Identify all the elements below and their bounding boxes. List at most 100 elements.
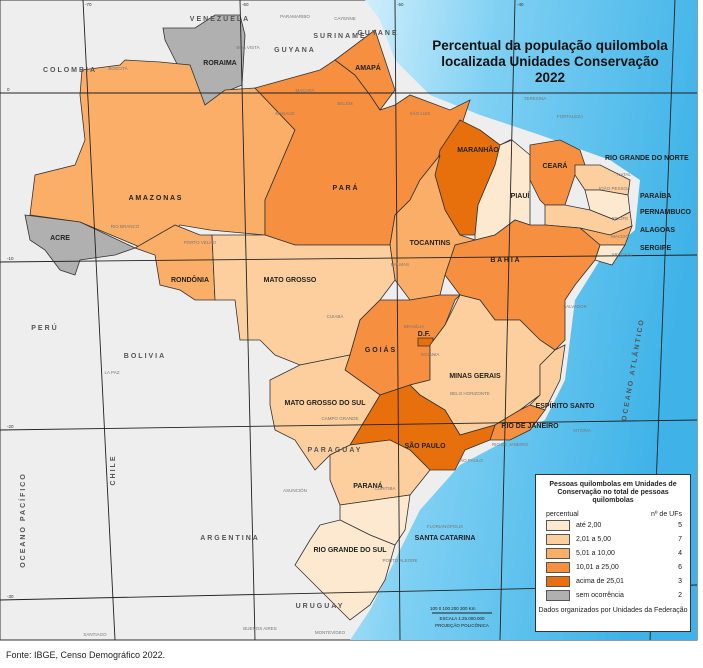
city-label: MACAPÁ <box>295 87 314 93</box>
city-label: MANAUS <box>275 111 294 116</box>
country-label: OCEANO PACÍFICO <box>18 472 27 568</box>
country-label: VENEZUELA <box>190 16 250 23</box>
state-label: SANTA CATARINA <box>415 535 476 542</box>
legend-swatch <box>546 562 570 573</box>
city-label: BOGOTÁ <box>108 65 127 71</box>
legend-count: 6 <box>678 564 682 571</box>
title-line: 2022 <box>534 70 566 85</box>
city-label: CUIABÁ <box>327 313 344 319</box>
state-3 <box>134 224 216 301</box>
country-label: PERÚ <box>31 323 58 332</box>
state-label: MATO GROSSO <box>264 277 317 284</box>
city-label: NATAL <box>617 172 631 177</box>
city-label: SÃO LUÍS <box>410 110 431 116</box>
graticule-label: -60 <box>242 2 249 7</box>
legend-item: sem ocorrência 2 <box>536 589 690 602</box>
legend-item: acima de 25,01 3 <box>536 575 690 588</box>
graticule-label: -70 <box>85 2 92 7</box>
city-label: SANTIAGO <box>83 632 107 637</box>
state-26 <box>294 519 396 621</box>
city-label: PORTO ALEGRE <box>382 558 417 563</box>
city-label: CAMPO GRANDE <box>321 416 358 421</box>
graticule-label: -30 <box>7 594 14 599</box>
country-label: GUYANA <box>274 47 316 54</box>
state-label: PERNAMBUCO <box>640 209 692 216</box>
legend-count: 7 <box>678 536 682 543</box>
state-label: ALAGOAS <box>640 227 675 234</box>
legend-label: acima de 25,01 <box>576 578 624 585</box>
state-label: AMAPÁ <box>355 63 381 72</box>
state-20 <box>529 344 566 411</box>
city-label: ASUNCIÓN <box>283 487 307 493</box>
city-label: BRASÍLIA <box>404 323 424 329</box>
city-label: RIO DE JANEIRO <box>492 442 529 447</box>
legend-count: 5 <box>678 522 682 529</box>
country-label: URUGUAY <box>296 603 345 610</box>
legend-swatch <box>546 590 570 601</box>
city-label: VITÓRIA <box>573 427 591 433</box>
graticule <box>0 0 698 641</box>
graticule-label: -50 <box>397 2 404 7</box>
legend-label: até 2,00 <box>576 522 602 529</box>
legend-label: sem ocorrência <box>576 592 624 599</box>
city-label: LA PAZ <box>105 370 120 375</box>
legend-note: Dados organizados por Unidades da Federa… <box>538 607 688 614</box>
city-label: PARAMARIBO <box>280 14 310 19</box>
state-label: ACRE <box>50 235 70 242</box>
source-footer: Fonte: IBGE, Censo Demográfico 2022. <box>6 650 166 660</box>
city-label: CAYENNE <box>334 16 355 21</box>
graticule-label: -40 <box>517 2 524 7</box>
city-label: MACEIÓ <box>611 233 629 239</box>
legend-label: 5,01 a 10,00 <box>576 550 615 557</box>
projection-text: PROJEÇÃO POLICÔNICA <box>435 622 489 628</box>
country-label: COLOMBIA <box>43 67 97 74</box>
state-label: RIO GRANDE DO NORTE <box>605 155 689 162</box>
city-label: BOA VISTA <box>236 45 259 50</box>
legend-count: 2 <box>678 592 682 599</box>
state-1 <box>29 59 296 251</box>
legend-label: 2,01 a 5,00 <box>576 536 612 543</box>
legend-count: 3 <box>678 578 682 585</box>
scale-text: ESCALA 1:25.000.000 <box>439 616 485 621</box>
city-label: ARACAJU <box>611 252 632 257</box>
state-label: MINAS GERAIS <box>449 373 501 380</box>
state-label: PARAÍBA <box>640 191 671 200</box>
city-label: CURITIBA <box>374 486 395 491</box>
graticule-label: 0 <box>7 87 10 92</box>
state-label: ESPÍRITO SANTO <box>536 401 595 410</box>
city-label: SALVADOR <box>563 304 588 309</box>
scale-bar: 100 0 100 200 300 Km ESCALA 1:25.000.000… <box>430 606 492 628</box>
state-label: CEARÁ <box>543 161 568 170</box>
city-label: RECIFE <box>612 216 629 221</box>
legend-title: Pessoas quilombolas em Unidades de Conse… <box>549 481 677 504</box>
state-label: PIAUÍ <box>511 191 531 200</box>
legend-swatch <box>546 548 570 559</box>
state-2 <box>24 214 137 276</box>
city-label: RIO BRANCO <box>111 224 140 229</box>
state-label: A M A Z O N A S <box>129 195 182 202</box>
country-label: GUYANE <box>357 30 398 37</box>
legend-swatch <box>546 520 570 531</box>
city-label: GOIÂNIA <box>421 351 440 357</box>
graticule-label: -20 <box>7 424 14 429</box>
state-label: G O I Á S <box>365 345 396 354</box>
legend-item: até 2,00 5 <box>536 519 690 532</box>
legend-item: 2,01 a 5,00 7 <box>536 533 690 546</box>
state-label: TOCANTINS <box>410 240 451 247</box>
state-label: RIO DE JANEIRO <box>501 423 559 430</box>
country-label: PARAGUAY <box>308 447 363 454</box>
title-line: Percentual da população quilombola <box>432 38 668 53</box>
state-label: PARANÁ <box>353 481 382 490</box>
legend-label: 10,01 a 25,00 <box>576 564 619 571</box>
state-label: SÃO PAULO <box>404 441 446 450</box>
state-5 <box>334 29 396 111</box>
legend-swatch <box>546 576 570 587</box>
legend-swatch <box>546 534 570 545</box>
state-label: P A R Á <box>332 183 357 192</box>
state-label: MARANHÃO <box>457 145 499 154</box>
country-label: ARGENTINA <box>200 535 260 542</box>
city-label: JOÃO PESSOA <box>598 185 630 191</box>
state-label: RIO GRANDE DO SUL <box>313 547 387 554</box>
state-24 <box>329 439 431 506</box>
